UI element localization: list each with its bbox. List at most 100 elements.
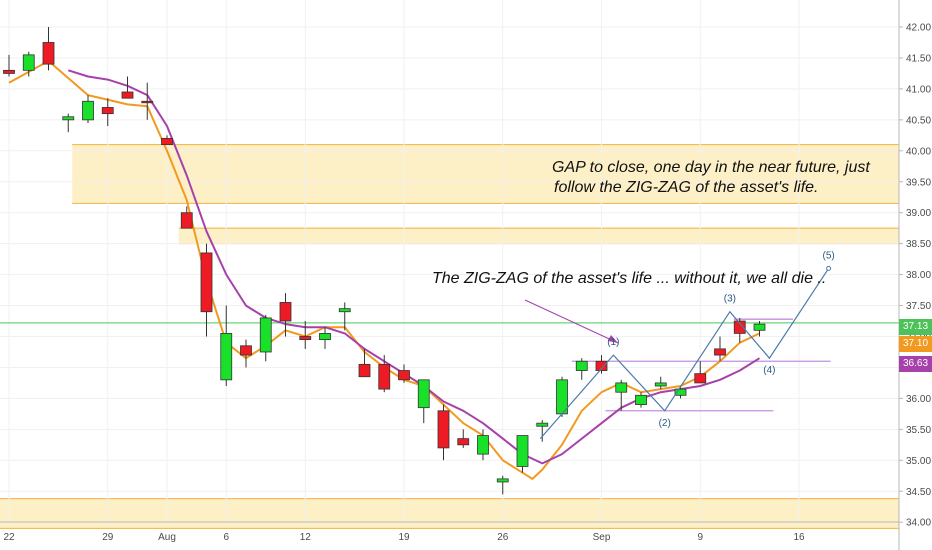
- candle-body: [240, 345, 252, 356]
- candle-body: [496, 478, 509, 483]
- candle: [753, 321, 766, 337]
- wave-label: (4): [763, 365, 775, 376]
- candle-body: [536, 422, 549, 427]
- y-tick-label: 42.00: [906, 23, 931, 34]
- candle: [437, 404, 450, 461]
- candle: [22, 51, 35, 77]
- candle: [101, 98, 114, 127]
- ma-slow-price-value: 36.63: [902, 358, 929, 369]
- candle-body: [733, 320, 746, 334]
- wave-label: (2): [659, 418, 671, 429]
- gap-zones: [0, 144, 900, 529]
- arrow-head: [608, 335, 618, 343]
- candle: [259, 314, 272, 362]
- x-tick-label: 22: [3, 532, 15, 543]
- candle: [635, 392, 647, 408]
- candle: [556, 376, 568, 417]
- zigzag-annotation: The ZIG-ZAG of the asset's life ... with…: [432, 270, 827, 287]
- candle-body: [220, 333, 233, 381]
- candle: [220, 305, 233, 387]
- x-tick-label: Aug: [158, 532, 176, 543]
- candle-body: [575, 360, 588, 371]
- x-tick-label: 26: [497, 532, 509, 543]
- gap-zone-fill: [0, 498, 899, 529]
- x-tick-label: 19: [398, 532, 410, 543]
- candle-body: [141, 100, 154, 104]
- candle: [378, 355, 391, 393]
- candle: [615, 379, 628, 411]
- horizontal-levels: [0, 318, 899, 412]
- gap-zone-fill: [72, 144, 899, 204]
- x-tick-label: 9: [697, 532, 703, 543]
- gap-annotation: GAP to close, one day in the near future…: [552, 158, 870, 198]
- candle-body: [82, 100, 94, 121]
- candle-body: [615, 382, 628, 393]
- y-tick-label: 41.50: [906, 53, 931, 64]
- x-tick-label: 12: [300, 532, 312, 543]
- candle: [417, 379, 430, 424]
- candle: [338, 302, 351, 331]
- candle-body: [398, 370, 410, 381]
- candle-body: [161, 138, 173, 146]
- candle: [733, 317, 746, 343]
- candle-body: [378, 363, 391, 390]
- candle: [654, 376, 667, 390]
- candle: [358, 348, 371, 378]
- candle: [62, 113, 75, 133]
- candle: [82, 95, 94, 123]
- moving-average-line: [67, 69, 761, 465]
- candles: [3, 27, 766, 495]
- candle: [457, 429, 470, 448]
- y-tick-label: 34.50: [906, 487, 931, 498]
- candle-body: [3, 69, 15, 74]
- candle: [714, 336, 726, 362]
- candle-body: [180, 212, 193, 229]
- candle: [398, 364, 410, 383]
- y-tick-label: 35.00: [906, 456, 931, 467]
- ma-fast-price-label: 37.10: [899, 336, 932, 352]
- y-tick-label: 41.00: [906, 84, 931, 95]
- gap-annotation-line-2: follow the ZIG-ZAG of the asset's life.: [554, 179, 819, 196]
- y-tick-label: 34.00: [906, 518, 931, 529]
- candle-body: [654, 382, 667, 387]
- zigzag-end-point: [826, 265, 832, 271]
- candle: [180, 206, 193, 229]
- candle-body: [299, 336, 312, 340]
- candle: [141, 82, 154, 120]
- candle-body: [477, 435, 489, 455]
- candle: [279, 293, 292, 337]
- candle: [516, 435, 529, 473]
- candle-body: [437, 410, 450, 449]
- candle-body: [674, 388, 687, 396]
- candle: [299, 321, 312, 349]
- arrow-line: [524, 299, 619, 344]
- candle-body: [121, 91, 134, 99]
- candle-body: [259, 317, 272, 353]
- candle: [694, 361, 707, 384]
- candle-body: [338, 308, 351, 313]
- candle: [200, 243, 213, 337]
- candle: [674, 386, 687, 399]
- y-tick-label: 37.50: [906, 301, 931, 312]
- y-tick-label: 36.00: [906, 394, 931, 405]
- candle-body: [417, 379, 430, 409]
- candle-body: [101, 107, 114, 115]
- gridlines: [0, 0, 899, 523]
- candle: [595, 355, 608, 374]
- gap-zone-fill: [178, 228, 900, 244]
- x-tick-label: Sep: [593, 532, 611, 543]
- candle: [319, 327, 331, 349]
- candle: [496, 475, 509, 495]
- wave-label: (3): [724, 294, 736, 305]
- y-tick-label: 35.50: [906, 425, 931, 436]
- candle: [240, 339, 252, 368]
- candle: [161, 135, 173, 146]
- wave-label: (1): [607, 337, 619, 348]
- candle: [3, 54, 15, 77]
- y-tick-label: 39.50: [906, 177, 931, 188]
- y-tick-label: 38.50: [906, 239, 931, 250]
- candle: [42, 27, 55, 71]
- candle-body: [62, 116, 75, 121]
